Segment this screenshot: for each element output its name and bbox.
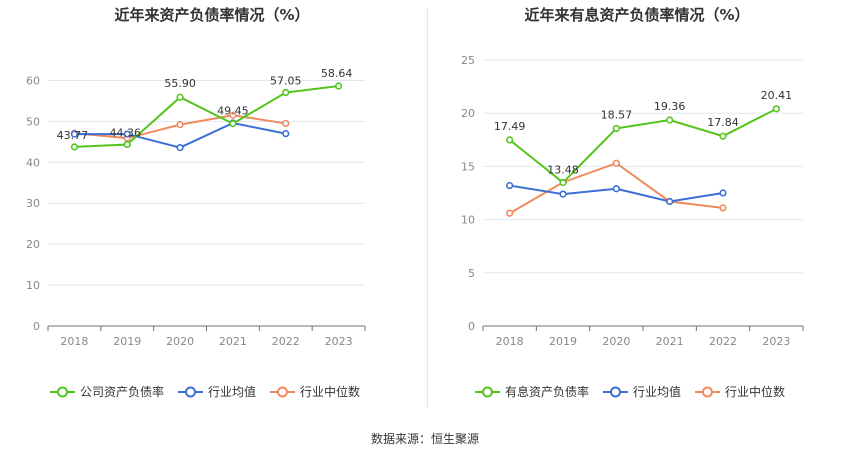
legend-label: 有息资产负债率 xyxy=(505,384,589,399)
x-tick-label: 2023 xyxy=(325,335,353,348)
y-tick-label: 60 xyxy=(26,74,40,87)
y-tick-label: 40 xyxy=(26,156,40,169)
y-tick-label: 25 xyxy=(461,54,475,67)
data-label: 57.05 xyxy=(270,75,302,88)
data-point xyxy=(506,181,514,190)
y-tick-label: 10 xyxy=(461,214,475,227)
legend-label: 行业均值 xyxy=(633,384,681,399)
legend-label: 公司资产负债率 xyxy=(80,384,164,399)
x-tick-label: 2019 xyxy=(549,335,577,348)
series-line xyxy=(74,85,339,148)
x-tick-label: 2021 xyxy=(219,335,247,348)
data-point xyxy=(123,140,131,149)
data-point xyxy=(612,159,620,167)
data-point xyxy=(559,190,567,198)
legend-item: 公司资产负债率 xyxy=(50,384,164,399)
legend-label: 行业中位数 xyxy=(300,384,360,399)
legend-item: 行业均值 xyxy=(603,384,681,399)
x-tick-label: 2021 xyxy=(656,335,684,348)
legend-item: 行业中位数 xyxy=(270,384,360,399)
y-tick-label: 15 xyxy=(461,160,475,173)
data-point xyxy=(506,209,514,217)
data-point xyxy=(334,82,343,90)
legend-item: 行业均值 xyxy=(178,384,256,399)
legend-item: 有息资产负债率 xyxy=(475,384,589,399)
data-label: 18.57 xyxy=(601,108,633,121)
interest-debt-ratio-chart: 近年来有息资产负债率情况（%） 0 5 10 15 20 25 2018 2019 2020 202… xyxy=(461,6,804,399)
series-line xyxy=(509,107,777,184)
data-point xyxy=(70,143,79,151)
data-point xyxy=(506,136,514,144)
x-tick-label: 2019 xyxy=(113,335,141,348)
x-tick-label: 2020 xyxy=(166,335,194,348)
data-point xyxy=(719,204,727,212)
y-tick-label: 20 xyxy=(461,107,475,120)
data-point xyxy=(176,143,184,152)
data-point xyxy=(612,185,620,193)
chart-title: 近年来有息资产负债率情况（%） xyxy=(524,6,749,24)
data-label: 13.48 xyxy=(547,164,579,177)
data-label: 43.77 xyxy=(57,129,89,142)
data-point xyxy=(666,197,674,206)
data-point xyxy=(176,121,184,129)
y-tick-label: 30 xyxy=(26,197,40,210)
data-point xyxy=(559,178,567,187)
data-point xyxy=(282,88,290,97)
data-point xyxy=(772,105,780,113)
data-point xyxy=(282,130,290,138)
legend-marker xyxy=(185,386,196,398)
data-label: 19.36 xyxy=(654,100,686,113)
data-point xyxy=(229,111,237,119)
chart-title: 近年来资产负债率情况（%） xyxy=(114,6,309,24)
legend-marker xyxy=(482,386,493,398)
legend-item: 行业中位数 xyxy=(695,384,785,399)
data-label: 55.90 xyxy=(164,77,196,90)
data-point xyxy=(282,119,290,128)
data-label: 17.49 xyxy=(494,120,526,133)
x-tick-label: 2022 xyxy=(272,335,300,348)
legend-marker xyxy=(610,386,621,398)
data-point xyxy=(123,130,131,138)
data-point xyxy=(719,189,727,197)
data-source-note: 数据来源：恒生聚源 xyxy=(370,432,479,446)
legend-label: 行业中位数 xyxy=(725,384,785,399)
data-point xyxy=(229,120,237,128)
left-chart-panel: 近年来资产负债率情况（%） 0 10 20 30 40 50 60 2018 2019 2020 20… xyxy=(0,0,425,420)
data-label: 49.45 xyxy=(217,105,249,118)
y-tick-label: 50 xyxy=(26,115,40,128)
data-label: 17.84 xyxy=(707,116,739,129)
legend-marker xyxy=(702,386,713,398)
x-tick-label: 2020 xyxy=(602,335,630,348)
data-point xyxy=(70,130,79,138)
legend-marker xyxy=(277,386,288,398)
data-point xyxy=(612,124,620,133)
x-tick-label: 2018 xyxy=(60,335,88,348)
debt-ratio-chart: 近年来资产负债率情况（%） 0 10 20 30 40 50 60 2018 2019 2020 20… xyxy=(26,6,366,399)
data-label: 58.64 xyxy=(321,67,353,80)
x-tick-label: 2023 xyxy=(762,335,790,348)
y-tick-label: 0 xyxy=(468,320,475,333)
data-label: 20.41 xyxy=(761,89,793,102)
data-label: 44.36 xyxy=(110,126,142,139)
legend-label: 行业均值 xyxy=(208,384,256,399)
data-point xyxy=(719,132,727,140)
data-point xyxy=(666,116,674,124)
y-tick-label: 20 xyxy=(26,238,40,251)
data-point xyxy=(176,93,184,101)
right-chart-panel: 近年来有息资产负债率情况（%） 0 5 10 15 20 25 2018 2019 2020 202… xyxy=(425,0,850,420)
y-tick-label: 0 xyxy=(33,320,40,333)
y-tick-label: 10 xyxy=(26,279,40,292)
x-tick-label: 2022 xyxy=(709,335,737,348)
panel-divider xyxy=(427,8,428,408)
y-tick-label: 5 xyxy=(468,267,475,280)
x-tick-label: 2018 xyxy=(496,335,524,348)
legend-marker xyxy=(57,386,68,398)
